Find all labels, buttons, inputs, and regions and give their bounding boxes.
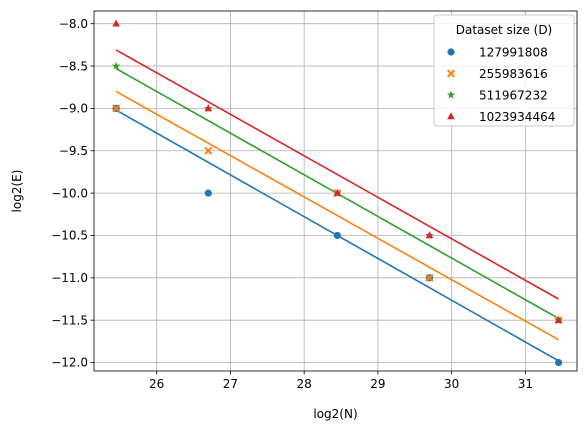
data-point-255983616 [425,273,434,282]
data-point-511967232 [111,61,121,70]
data-point-1023934464 [554,315,563,323]
data-point-255983616-stroke [112,104,121,113]
data-point-127991808 [204,189,212,197]
y-tick-label: −10.5 [51,229,88,243]
data-point-255983616 [112,104,121,113]
legend-marker-511967232 [446,90,456,99]
legend-box [433,14,575,127]
x-tick-label: 31 [518,377,533,391]
y-axis-ticks: −12.0 −11.5 −11.0 −10.5 −10.0 −9.5 −9.0 −8.5 −8.… [51,17,94,370]
y-tick-label: −8.5 [59,59,88,73]
legend-marker-127991808 [447,48,455,56]
data-point-255983616-stroke [425,273,434,282]
data-point-1023934464 [425,231,434,239]
x-tick-label: 29 [370,377,385,391]
y-tick-label: −11.5 [51,313,88,327]
legend-marker-255983616 [446,69,456,78]
x-axis-label: log2(N) [313,407,357,421]
data-point-1023934464 [112,19,120,27]
fit-line-255983616 [115,90,559,341]
data-point-127991808 [554,358,563,367]
x-axis-ticks: 26 27 28 29 30 31 [149,371,533,391]
data-point-255983616-stroke [204,146,213,155]
x-tick-label: 27 [223,377,238,391]
legend-items: 127991808 255983616 511967232 1023934464 [446,45,555,124]
y-tick-label: −10.0 [51,186,88,200]
legend-label-1023934464: 1023934464 [479,110,555,124]
legend: Dataset size (D) 127991808 255983616 51196… [433,14,575,127]
fit-line-1023934464 [115,49,559,300]
data-point-255983616 [204,146,213,155]
x-tick-label: 30 [444,377,459,391]
y-tick-label: −9.5 [59,144,88,158]
data-point-1023934464 [333,188,342,196]
legend-label-511967232: 511967232 [479,88,548,102]
x-tick-label: 28 [297,377,312,391]
legend-marker-1023934464 [447,112,455,120]
x-tick-label: 26 [149,377,164,391]
y-tick-label: −12.0 [51,356,88,370]
plot-frame [93,10,578,372]
legend-title: Dataset size (D) [456,23,553,37]
legend-label-127991808: 127991808 [479,45,548,59]
y-tick-label: −9.0 [59,102,88,116]
data-point-127991808 [333,231,341,240]
data-point-1023934464 [204,104,213,112]
y-tick-label: −8.0 [59,17,88,31]
y-axis-label: log2(E) [10,170,24,213]
legend-label-255983616: 255983616 [479,67,548,81]
data-points [111,19,563,367]
y-tick-label: −11.0 [51,271,88,285]
legend-marker-255983616-stroke [446,69,456,78]
